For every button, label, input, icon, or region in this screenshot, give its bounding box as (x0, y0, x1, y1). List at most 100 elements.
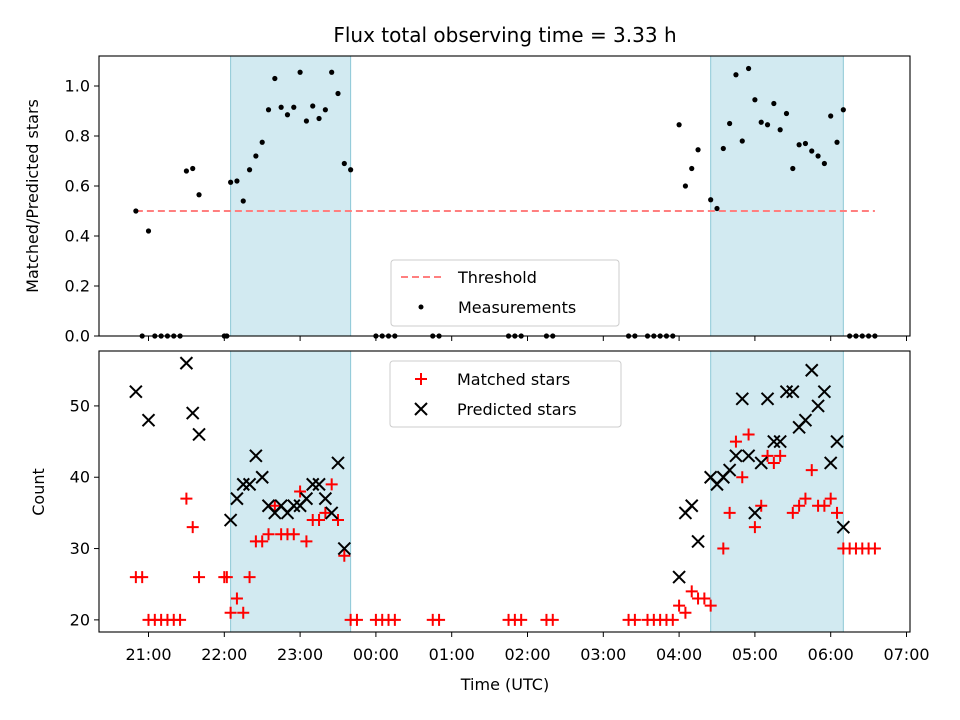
measurements-point (790, 165, 796, 172)
measurements-point (316, 115, 322, 122)
matched-stars-point (742, 428, 755, 441)
measurements-point (196, 192, 202, 198)
bottom-y-axis-label: Count (29, 468, 48, 516)
matched-stars-point (433, 613, 446, 626)
y-tick-label: 30 (70, 539, 90, 558)
legend-measurements-label: Measurements (458, 298, 576, 317)
predicted-stars-point (779, 384, 794, 399)
predicted-stars-point (141, 413, 156, 427)
x-tick-label: 21:00 (125, 645, 171, 664)
measurements-point (145, 228, 152, 234)
bottom-legend: Matched stars Predicted stars (389, 360, 622, 428)
matched-stars-point (237, 606, 250, 619)
predicted-stars-point (331, 456, 345, 470)
legend-matched-swatch (415, 373, 427, 385)
predicted-stars-point (230, 491, 244, 506)
measurements-point (183, 168, 189, 174)
measurements-point (303, 118, 310, 124)
matched-stars-point (698, 592, 711, 605)
measurements-point (720, 145, 726, 152)
matched-stars-point (729, 435, 742, 448)
measurements-point (796, 142, 802, 148)
matched-stars-point (515, 613, 528, 626)
measurements-point (322, 107, 328, 113)
measurements-point (708, 197, 714, 203)
measurements-point (284, 112, 291, 118)
measurements-point (228, 179, 234, 185)
predicted-stars-point (767, 434, 781, 449)
predicted-stars-point (805, 363, 819, 377)
y-tick-label: 0.8 (65, 127, 90, 146)
predicted-stars-point (735, 392, 749, 406)
matched-stars-point (224, 606, 237, 619)
matched-stars-point (679, 606, 692, 619)
predicted-stars-point (324, 506, 339, 520)
matched-stars-point (136, 571, 149, 584)
measurements-point (234, 178, 240, 184)
matched-stars-point (761, 449, 774, 462)
y-tick-label: 0.0 (65, 327, 90, 346)
matched-stars-point (186, 521, 199, 534)
measurements-point (265, 107, 272, 113)
matched-stars-point (767, 456, 780, 469)
measurements-point (682, 183, 689, 189)
measurements-point (676, 122, 682, 128)
matched-stars-point (319, 506, 332, 519)
measurements-point (802, 140, 809, 147)
measurements-point (695, 147, 701, 153)
matched-stars-point (774, 449, 787, 462)
legend-predicted-label: Predicted stars (457, 400, 577, 419)
matched-stars-point (673, 599, 686, 612)
matched-stars-point (180, 492, 193, 505)
measurements-point (752, 97, 758, 103)
predicted-stars-point (249, 449, 263, 463)
matched-stars-point (256, 535, 269, 548)
matched-stars-point (332, 514, 344, 527)
matched-stars-point (388, 613, 401, 626)
measurements-point (133, 208, 139, 214)
measurements-point (834, 139, 840, 145)
matched-stars-point (755, 499, 768, 512)
predicted-stars-point (685, 499, 699, 513)
predicted-stars-point (236, 477, 250, 492)
predicted-stars-point (830, 434, 844, 449)
measurements-point (727, 120, 733, 127)
shaded-span-2 (710, 55, 844, 337)
measurements-point (758, 119, 764, 125)
shaded-span-1 (230, 350, 352, 633)
bottom-panel-frame (98, 350, 911, 633)
matched-stars-point (786, 506, 799, 519)
top-y-axis-label: Matched/Predicted stars (23, 99, 42, 293)
measurements-point (329, 69, 335, 75)
y-tick-label: 0.6 (65, 177, 90, 196)
matched-stars-point (220, 571, 233, 584)
x-tick-label: 23:00 (277, 645, 323, 664)
x-tick-label: 04:00 (656, 645, 702, 664)
matched-stars-point (666, 613, 679, 626)
shaded-span-1 (230, 55, 352, 337)
predicted-stars-point (318, 491, 333, 506)
predicted-stars-point (337, 541, 352, 556)
measurements-point (821, 160, 827, 167)
predicted-stars-point (722, 463, 737, 477)
predicted-stars-point (242, 477, 257, 492)
matched-stars-point (294, 485, 307, 498)
matched-stars-point (818, 499, 831, 512)
y-tick-label: 20 (70, 610, 90, 629)
matched-stars-point (193, 571, 206, 584)
matched-stars-point (628, 613, 641, 626)
matched-stars-point (868, 542, 881, 555)
matched-stars-point (546, 613, 559, 626)
predicted-stars-point (192, 427, 206, 442)
matched-stars-point (174, 613, 187, 626)
x-tick-label: 01:00 (429, 645, 475, 664)
matched-stars-point (313, 514, 326, 527)
measurements-point (278, 104, 284, 110)
x-tick-label: 05:00 (732, 645, 778, 664)
predicted-stars-point (255, 470, 269, 484)
measurements-point (190, 165, 196, 172)
measurements-point (253, 153, 259, 159)
matched-stars-point (793, 499, 806, 512)
measurements-point (259, 139, 265, 145)
